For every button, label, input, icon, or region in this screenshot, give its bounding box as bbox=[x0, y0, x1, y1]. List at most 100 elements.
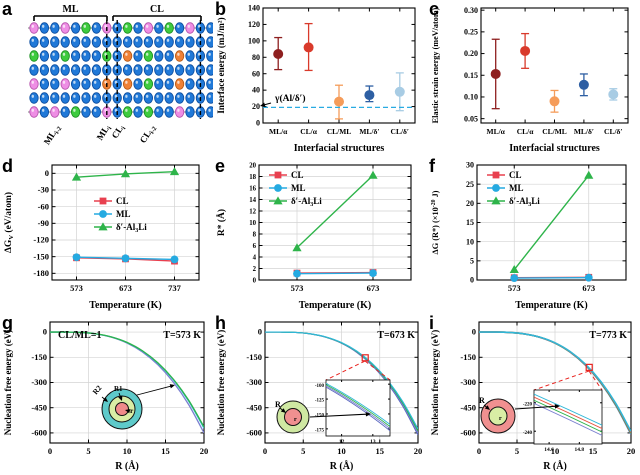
svg-text:140: 140 bbox=[248, 4, 260, 13]
svg-text:CL/ML: CL/ML bbox=[327, 127, 352, 136]
svg-text:ML: ML bbox=[116, 209, 131, 219]
svg-text:100: 100 bbox=[248, 36, 260, 45]
svg-text:-450: -450 bbox=[460, 402, 476, 412]
svg-text:γ(Al/δ′): γ(Al/δ′) bbox=[274, 93, 306, 104]
svg-text:0: 0 bbox=[253, 278, 257, 285]
svg-text:573: 573 bbox=[508, 283, 521, 293]
svg-text:0: 0 bbox=[43, 327, 47, 337]
svg-text:R (Å): R (Å) bbox=[330, 460, 354, 472]
svg-text:20: 20 bbox=[414, 446, 423, 456]
svg-text:-60: -60 bbox=[38, 201, 49, 211]
svg-text:-30: -30 bbox=[38, 185, 49, 195]
svg-text:δ′-Al3Li: δ′-Al3Li bbox=[509, 196, 540, 208]
svg-text:18: 18 bbox=[249, 174, 256, 181]
svg-text:10: 10 bbox=[551, 446, 560, 456]
svg-text:δ′-Al3Li: δ′-Al3Li bbox=[116, 222, 147, 234]
svg-text:-600: -600 bbox=[31, 428, 47, 438]
svg-text:ΔGV (eV/atom): ΔGV (eV/atom) bbox=[3, 192, 15, 253]
svg-text:ML/δ′: ML/δ′ bbox=[574, 127, 594, 136]
panel-c-chart: ML/α CL/α CL/ML ML/δ′ CL/δ′ 0.05 0.10 0.15 0.20 0… bbox=[431, 6, 629, 154]
svg-text:Elastic strain energy (meV/ato: Elastic strain energy (meV/atom) bbox=[431, 7, 440, 123]
svg-text:20: 20 bbox=[200, 446, 209, 456]
svg-text:-175: -175 bbox=[315, 428, 325, 433]
svg-text:ML: ML bbox=[62, 4, 78, 15]
svg-text:60: 60 bbox=[252, 69, 260, 78]
svg-text:Nucleation free energy (eV): Nucleation free energy (eV) bbox=[430, 330, 440, 436]
svg-text:-100: -100 bbox=[315, 384, 325, 389]
panel-letter-g: g bbox=[2, 313, 13, 333]
svg-text:20: 20 bbox=[252, 102, 260, 111]
svg-text:CL: CL bbox=[509, 170, 522, 180]
panel-b: b ML/α CL/α CL/ML ML/δ′ CL/δ′ 0 20 40 60 80 100 120… bbox=[213, 0, 427, 157]
svg-text:ML/α: ML/α bbox=[269, 127, 288, 136]
svg-text:20: 20 bbox=[466, 199, 474, 208]
svg-text:CLi: CLi bbox=[110, 123, 128, 142]
panel-a: a ML CL MLi-2 MLi CLi CLi-2 bbox=[0, 0, 213, 157]
svg-text:0: 0 bbox=[263, 446, 267, 456]
svg-text:0: 0 bbox=[258, 327, 262, 337]
svg-text:CLi-2: CLi-2 bbox=[138, 123, 159, 146]
svg-text:CL: CL bbox=[116, 196, 129, 206]
panel-b-chart: ML/α CL/α CL/ML ML/δ′ CL/δ′ 0 20 40 60 80 100 120 14… bbox=[216, 4, 416, 154]
svg-text:80: 80 bbox=[252, 53, 260, 62]
svg-text:-450: -450 bbox=[246, 402, 262, 412]
svg-text:14.6: 14.6 bbox=[544, 447, 554, 453]
panel-h: h 0 5 10 15 20 0 -150 -300 -450 -600 R (Å) Nucleati… bbox=[213, 314, 427, 475]
panel-letter-i: i bbox=[429, 313, 435, 333]
svg-text:0.15: 0.15 bbox=[464, 71, 478, 80]
svg-text:r: r bbox=[130, 406, 134, 415]
svg-text:0.10: 0.10 bbox=[464, 93, 478, 102]
svg-text:5: 5 bbox=[86, 446, 90, 456]
svg-text:-300: -300 bbox=[31, 377, 47, 387]
svg-text:20: 20 bbox=[627, 446, 636, 456]
panel-c: c ML/α CL/α CL/ML ML/δ′ CL/δ′ 0.05 0.10 0.15 0.2… bbox=[427, 0, 640, 157]
svg-text:R (Å): R (Å) bbox=[543, 460, 567, 472]
svg-text:R (Å): R (Å) bbox=[115, 460, 139, 472]
svg-text:ML/α: ML/α bbox=[487, 127, 506, 136]
svg-text:10: 10 bbox=[123, 446, 132, 456]
svg-text:0: 0 bbox=[256, 119, 260, 128]
svg-text:Interface energy (mJ/m²): Interface energy (mJ/m²) bbox=[216, 17, 226, 113]
svg-text:Temperature (K): Temperature (K) bbox=[89, 300, 162, 311]
svg-text:15: 15 bbox=[161, 446, 170, 456]
svg-text:16: 16 bbox=[249, 186, 256, 193]
svg-text:T=673 K: T=673 K bbox=[377, 330, 415, 341]
svg-text:T=773 K: T=773 K bbox=[589, 330, 627, 341]
svg-text:CL/ML: CL/ML bbox=[542, 127, 567, 136]
svg-text:15: 15 bbox=[376, 446, 385, 456]
svg-text:-150: -150 bbox=[460, 352, 476, 362]
svg-text:CL/δ′: CL/δ′ bbox=[604, 127, 623, 136]
svg-text:Interfacial structures: Interfacial structures bbox=[294, 143, 385, 154]
svg-text:CL/ML=1: CL/ML=1 bbox=[58, 330, 101, 341]
svg-text:-150: -150 bbox=[246, 352, 262, 362]
svg-text:ΔG (R*) (×10-20 J): ΔG (R*) (×10-20 J) bbox=[431, 190, 440, 254]
panel-letter-d: d bbox=[2, 156, 13, 176]
svg-text:737: 737 bbox=[168, 283, 182, 293]
panel-e: e 573 673 0 2 4 6 8 10 12 14 16 18 20 Temperature (K)… bbox=[213, 157, 427, 314]
svg-text:12: 12 bbox=[339, 439, 345, 445]
svg-text:120: 120 bbox=[248, 20, 260, 29]
svg-text:-300: -300 bbox=[246, 377, 262, 387]
svg-text:Nucleation free energy (eV): Nucleation free energy (eV) bbox=[3, 330, 13, 436]
svg-text:-90: -90 bbox=[38, 218, 49, 228]
svg-text:-220: -220 bbox=[523, 402, 533, 407]
svg-text:ML/δ′: ML/δ′ bbox=[359, 127, 379, 136]
svg-text:0.20: 0.20 bbox=[464, 49, 478, 58]
svg-text:0: 0 bbox=[470, 276, 474, 285]
svg-text:Temperature (K): Temperature (K) bbox=[515, 300, 588, 311]
svg-text:r: r bbox=[499, 416, 502, 422]
panel-g: g 0 5 10 15 20 0 -150 -300 -450 -600 R (Å) Nucleati… bbox=[0, 314, 213, 475]
panel-e-chart: 573 673 0 2 4 6 8 10 12 14 16 18 20 Temperature (K) R*… bbox=[215, 163, 412, 311]
svg-text:R: R bbox=[479, 396, 485, 405]
svg-text:2: 2 bbox=[253, 266, 257, 273]
svg-text:40: 40 bbox=[252, 86, 260, 95]
svg-text:r: r bbox=[294, 417, 297, 423]
panel-h-chart: 0 5 10 15 20 0 -150 -300 -450 -600 R (Å) Nucleation… bbox=[216, 321, 423, 472]
panel-d: d 573 673 737 0 -30 -60 -90 -120 -150 -180 Tempera… bbox=[0, 157, 213, 314]
panel-letter-a: a bbox=[2, 0, 13, 19]
svg-text:R2: R2 bbox=[91, 383, 104, 396]
svg-text:0: 0 bbox=[472, 327, 476, 337]
svg-text:573: 573 bbox=[291, 283, 304, 293]
svg-text:R: R bbox=[275, 400, 281, 409]
